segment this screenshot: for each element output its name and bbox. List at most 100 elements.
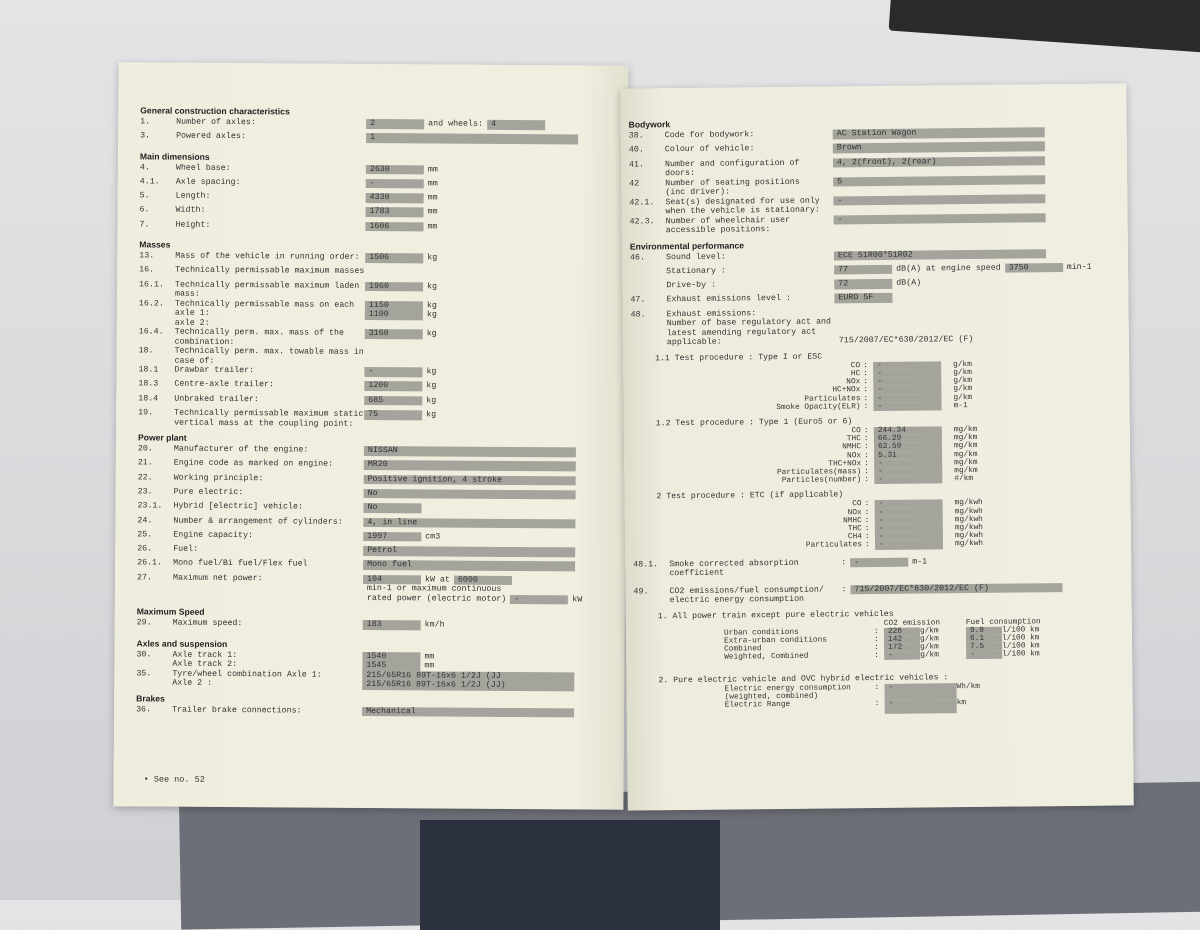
spacer [634, 653, 724, 662]
field-row: 48.Exhaust emissions: Number of base reg… [631, 305, 1109, 348]
field-value: :715/2007/EC*630/2012/EC (F) [837, 582, 1111, 594]
field-label: Number of axles: [176, 118, 366, 129]
field-number: 13. [139, 251, 175, 261]
value-text: rated power (electric motor) [363, 594, 510, 605]
field-value: No [364, 489, 606, 500]
field-number: 48.1. [633, 560, 669, 570]
field-number: 18.1 [138, 366, 174, 376]
value-box: No [364, 489, 576, 500]
value-box: 1150 1100 [365, 301, 423, 320]
field-number: 23.1. [137, 502, 173, 512]
field-label: Drawbar trailer: [174, 366, 364, 377]
field-label: Colour of vehicle: [665, 144, 833, 155]
colon: : [874, 684, 884, 700]
fuel-unit: l/100 km [1002, 650, 1052, 659]
value-box: 1 [366, 133, 578, 144]
field-label: Number of seating positions (inc driver)… [665, 177, 833, 198]
value-box: MR20 [364, 460, 576, 471]
field-number: 3. [140, 132, 176, 142]
spacer [956, 643, 966, 651]
value-box: 4330 [366, 193, 424, 203]
field-number: 38. [629, 131, 665, 141]
field-row: 3.Powered axles:1 [140, 132, 608, 150]
electric-value: - [885, 699, 957, 714]
field-value: ECE 51R00*51R02 [834, 248, 1108, 260]
field-value: EURO 5F [834, 291, 1108, 303]
value-box: - [366, 179, 424, 189]
value-text: mm mm [420, 652, 438, 671]
field-label: Trailer brake connections: [172, 705, 362, 716]
colon: : [863, 378, 873, 386]
colon: : [874, 636, 884, 644]
colon: : [837, 558, 850, 568]
field-label: Wheel base: [176, 163, 366, 174]
colon: : [864, 427, 874, 435]
field-value: -mm [366, 179, 608, 190]
field-number: 18.3 [138, 380, 174, 390]
colon: : [875, 700, 885, 714]
field-label: Mono fuel/Bi fuel/Flex fuel [173, 559, 363, 570]
value-box: 1506 [365, 253, 423, 263]
field-number: 21. [138, 459, 174, 469]
field-number: 25. [137, 530, 173, 540]
field-label: Fuel: [173, 545, 363, 556]
colon: : [863, 386, 873, 394]
value-box: - [510, 595, 568, 605]
field-number: 42.1. [629, 198, 665, 208]
field-label: Stationary : [666, 265, 834, 276]
electric-label: Electric Range [725, 700, 875, 716]
emission-unit: mg/kwh [943, 540, 1003, 549]
field-number: 48. [631, 310, 667, 320]
field-number: 7. [139, 220, 175, 230]
field-value: 4, 2(front), 2(rear) [833, 155, 1107, 167]
colon: : [865, 509, 875, 517]
value-text: kg [422, 382, 440, 392]
electric-unit: Wh/km [956, 683, 966, 699]
value-box: ECE 51R00*51R02 [834, 249, 1046, 261]
field-number: 46. [630, 253, 666, 263]
field-number: 4. [140, 163, 176, 173]
value-box: 1540 1545 [362, 651, 420, 670]
colon: : [874, 628, 884, 636]
field-value: No [363, 503, 605, 514]
section-heading: Main dimensions [140, 151, 608, 164]
value-box: - [850, 557, 908, 567]
field-number: 47. [630, 296, 666, 306]
value-text: dB(A) at engine speed [892, 264, 1005, 275]
field-label: Unbraked trailer: [174, 394, 364, 405]
field-row: 48.1.Smoke corrected absorption coeffici… [633, 555, 1111, 579]
colon: : [865, 541, 875, 549]
field-number: 40. [629, 146, 665, 156]
colon: : [874, 652, 884, 660]
spacer [874, 620, 884, 628]
value-text: dB(A) [892, 279, 925, 289]
field-number: 18.4 [138, 394, 174, 404]
field-number: 20. [138, 444, 174, 454]
field-number: 18. [139, 347, 175, 357]
spacer [956, 651, 966, 659]
colon: : [865, 517, 875, 525]
field-label: Engine code as marked on engine: [174, 459, 364, 470]
emission-label: Particulates [633, 542, 865, 553]
value-text: mm [424, 194, 442, 204]
field-label: Exhaust emissions level : [666, 294, 834, 305]
field-label: Tyre/wheel combination Axle 1: Axle 2 : [172, 669, 362, 689]
colon: : [864, 435, 874, 443]
field-label: Axle spacing: [176, 178, 366, 189]
value-box: 715/2007/EC*630/2012/EC (F) [850, 583, 1062, 595]
field-number: 42.3. [630, 217, 666, 227]
section-heading: Axles and suspension [137, 638, 605, 651]
value-text: kW [568, 595, 586, 605]
emission-value: - [874, 476, 942, 485]
colon: : [864, 452, 874, 460]
value-box: 4, in line [363, 517, 575, 528]
